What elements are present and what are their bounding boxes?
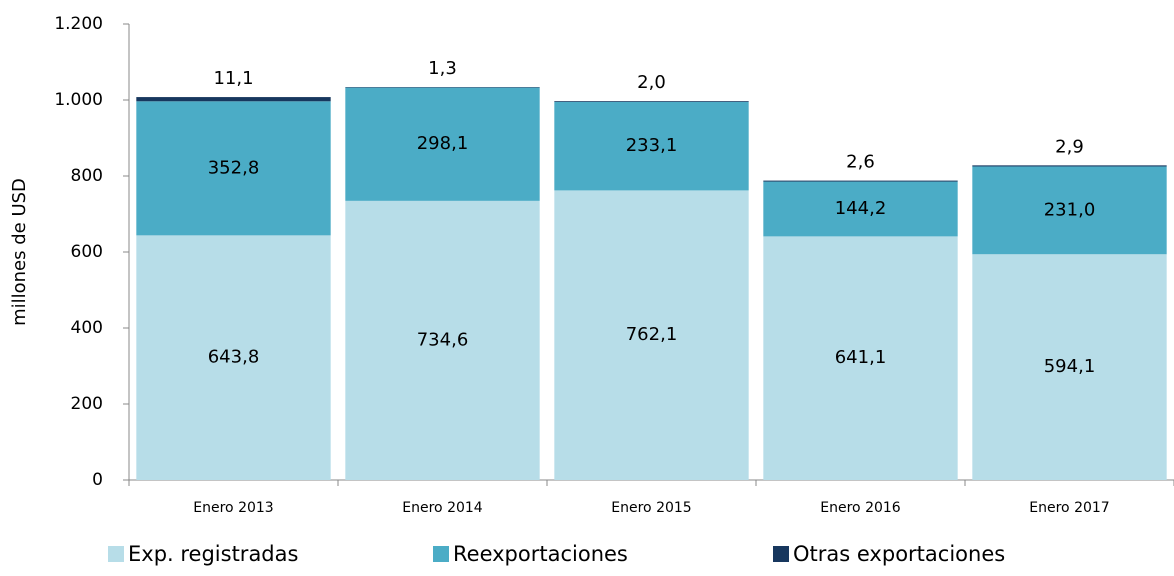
y-tick-label: 0 (92, 470, 103, 490)
bar-segment (136, 97, 331, 102)
x-tick-label: Enero 2015 (611, 500, 691, 516)
data-label: 298,1 (417, 133, 469, 154)
bar-segment (554, 190, 749, 481)
legend-swatch (773, 546, 789, 562)
bar-segment (763, 236, 958, 480)
legend-swatch (433, 546, 449, 562)
data-label: 643,8 (208, 347, 260, 368)
legend-label: Otras exportaciones (793, 542, 1005, 566)
data-label: 233,1 (626, 135, 678, 156)
bar-segment (972, 254, 1167, 480)
x-tick-label: Enero 2013 (193, 500, 273, 516)
data-label: 144,2 (835, 198, 887, 219)
data-label: 231,0 (1044, 199, 1096, 220)
x-tick-label: Enero 2016 (820, 500, 901, 516)
bar-segment (972, 166, 1167, 255)
bar-segment (345, 200, 540, 481)
bar-segment (554, 101, 749, 191)
y-axis-label: millones de USD (9, 178, 30, 326)
legend-label: Reexportaciones (453, 542, 628, 566)
y-tick-label: 1.000 (54, 90, 103, 110)
x-tick-label: Enero 2014 (402, 500, 483, 516)
bar-segment (763, 180, 958, 182)
bar-segment (763, 181, 958, 237)
y-tick-label: 600 (71, 242, 103, 262)
y-tick-label: 200 (71, 394, 103, 414)
bar-segment (345, 87, 540, 201)
data-label: 1,3 (428, 58, 457, 79)
data-label: 2,9 (1055, 136, 1084, 157)
bar-segment (554, 101, 749, 102)
x-tick-label: Enero 2017 (1029, 500, 1109, 516)
y-tick-label: 1.200 (54, 14, 103, 34)
data-label: 352,8 (208, 157, 260, 178)
legend-label: Exp. registradas (128, 542, 298, 566)
data-label: 2,0 (637, 72, 666, 93)
data-label: 641,1 (835, 347, 887, 368)
data-label: 762,1 (626, 324, 678, 345)
bar-segment (136, 101, 331, 236)
data-label: 594,1 (1044, 356, 1096, 377)
y-tick-label: 800 (71, 166, 103, 186)
data-label: 11,1 (213, 68, 253, 89)
bar-segment (972, 165, 1167, 167)
y-tick-label: 400 (71, 318, 103, 338)
legend-swatch (108, 546, 124, 562)
bar-segment (136, 235, 331, 480)
data-label: 734,6 (417, 329, 469, 350)
data-label: 2,6 (846, 152, 875, 173)
